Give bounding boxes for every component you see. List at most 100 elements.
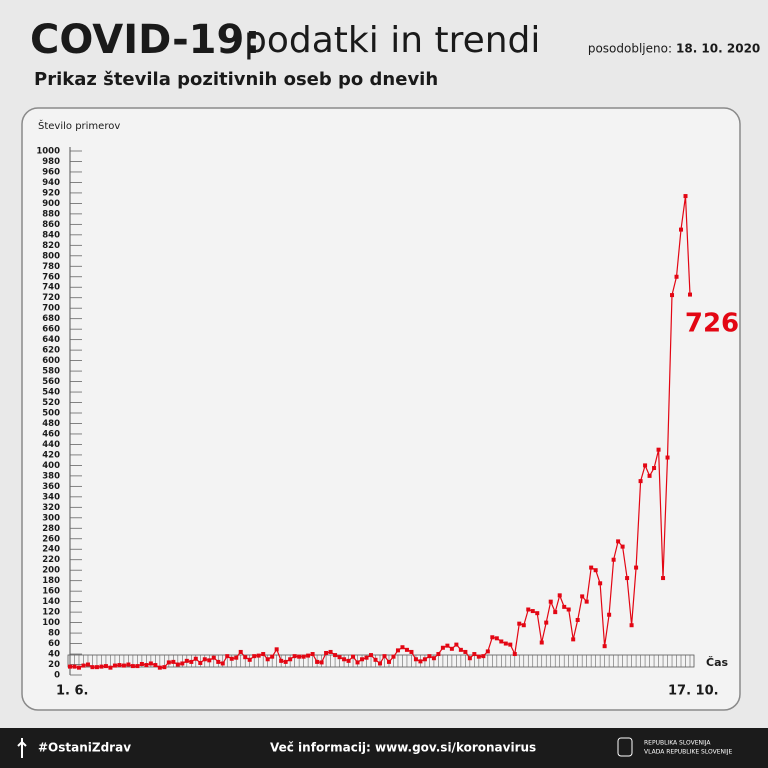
y-tick-label: 280	[42, 524, 60, 534]
data-point	[503, 641, 508, 646]
data-point	[526, 607, 531, 612]
data-point	[494, 636, 499, 641]
data-point	[611, 557, 616, 562]
data-point	[216, 659, 221, 664]
data-point	[607, 612, 612, 617]
data-point	[548, 599, 553, 604]
y-tick-label: 440	[42, 440, 60, 450]
y-tick-label: 120	[42, 608, 60, 618]
data-point	[422, 657, 427, 662]
data-point	[566, 607, 571, 612]
data-point	[256, 653, 261, 658]
data-point	[652, 466, 657, 471]
data-point	[310, 652, 315, 657]
y-tick-label: 360	[42, 482, 60, 492]
info: Več informacij: www.gov.si/koronavirus	[270, 741, 536, 755]
data-point	[297, 654, 302, 659]
x-axis-box	[67, 654, 695, 668]
data-point	[202, 657, 207, 662]
data-point	[580, 594, 585, 599]
data-point	[665, 455, 670, 460]
y-tick-label: 380	[42, 471, 60, 481]
y-tick-label: 200	[42, 566, 60, 576]
data-point	[679, 227, 684, 232]
data-point	[198, 660, 203, 665]
y-tick-label: 700	[42, 304, 60, 314]
y-tick-label: 660	[42, 325, 60, 335]
y-tick-label: 460	[42, 429, 60, 439]
y-tick-label: 580	[42, 367, 60, 377]
data-point	[508, 642, 513, 647]
data-point	[499, 639, 504, 644]
data-point	[485, 649, 490, 654]
data-point	[544, 620, 549, 625]
data-point	[418, 659, 423, 664]
y-tick-label: 540	[42, 388, 60, 398]
data-point	[337, 655, 342, 660]
y-tick-label: 140	[42, 597, 60, 607]
data-point	[112, 663, 117, 668]
data-point	[373, 657, 378, 662]
data-point	[166, 660, 171, 665]
data-point	[661, 576, 666, 581]
y-tick-label: 640	[42, 335, 60, 345]
data-point	[386, 659, 391, 664]
data-point	[355, 660, 360, 665]
data-point	[575, 617, 580, 622]
data-point	[153, 663, 158, 668]
data-point	[629, 623, 634, 628]
data-point	[674, 274, 679, 279]
data-point	[162, 665, 167, 670]
y-tick-label: 400	[42, 461, 60, 471]
data-point	[252, 654, 257, 659]
y-tick-label: 760	[42, 272, 60, 282]
data-point	[521, 623, 526, 628]
data-point	[467, 656, 472, 661]
x-tick-label: 1. 6.	[56, 684, 89, 699]
y-tick-label: 860	[42, 220, 60, 230]
y-tick-label: 960	[42, 167, 60, 177]
icon	[17, 738, 27, 758]
data-point	[602, 644, 607, 649]
data-point	[76, 665, 81, 670]
y-tick-label: 840	[42, 230, 60, 240]
data-point	[184, 658, 189, 663]
data-point	[620, 544, 625, 549]
y-tick-label: 240	[42, 545, 60, 555]
y-tick-label: 260	[42, 534, 60, 544]
logo	[617, 737, 633, 757]
title: podatki in trendi	[244, 20, 540, 61]
y-tick-label: 600	[42, 356, 60, 366]
data-point	[108, 665, 113, 670]
data-point	[634, 565, 639, 570]
data-point	[571, 637, 576, 642]
data-point	[472, 652, 477, 657]
data-point	[301, 654, 306, 659]
data-point	[283, 659, 288, 664]
data-point	[288, 657, 293, 662]
data-point	[99, 664, 104, 669]
data-point	[364, 655, 369, 660]
y-tick-label: 720	[42, 293, 60, 303]
data-point	[261, 652, 266, 657]
data-point	[449, 646, 454, 651]
data-point	[404, 647, 409, 652]
data-point	[445, 643, 450, 648]
data-point	[656, 447, 661, 452]
data-point	[409, 649, 414, 654]
data-point	[517, 621, 522, 626]
data-point	[328, 649, 333, 654]
y-tick-label: 100	[42, 618, 60, 628]
data-point	[530, 609, 535, 614]
data-point	[490, 635, 495, 640]
org-1: REPUBLIKA SLOVENIJA	[644, 740, 711, 747]
data-point	[413, 657, 418, 662]
y-tick-label: 740	[42, 283, 60, 293]
data-point	[225, 654, 230, 659]
data-point	[72, 664, 77, 669]
data-point	[391, 654, 396, 659]
hashtag: #OstaniZdrav	[38, 741, 131, 755]
data-point	[157, 665, 162, 670]
data-point	[270, 654, 275, 659]
